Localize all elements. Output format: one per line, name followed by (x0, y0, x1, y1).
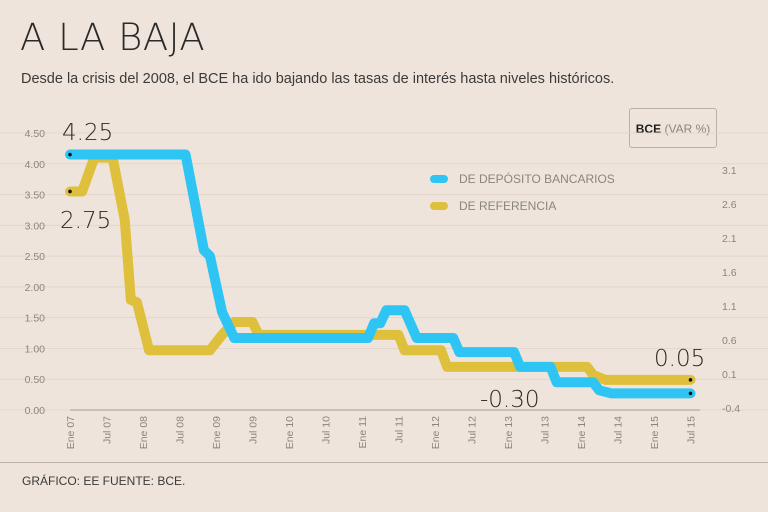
legend: DE DEPÓSITO BANCARIOS DE REFERENCIA (430, 171, 615, 213)
x-tick-label: Ene 11 (357, 416, 369, 449)
x-tick-label: Jul 09 (248, 416, 260, 444)
annotation-dot (688, 391, 693, 396)
annotation-dot (68, 189, 72, 194)
x-tick-label: Jul 10 (321, 416, 333, 444)
x-tick-label: Jul 11 (394, 416, 406, 443)
legend-label: DE REFERENCIA (459, 199, 556, 213)
x-tick-label: Ene 12 (430, 416, 442, 449)
x-tick-label: Jul 08 (175, 416, 187, 444)
y2-tick-label: 3.1 (722, 165, 737, 177)
y-tick-label: 2.00 (25, 282, 46, 294)
y2-tick-label: 0.1 (722, 369, 737, 381)
annotation-label: 2.75 (60, 208, 111, 234)
x-tick-label: Ene 10 (284, 416, 296, 449)
series-lines (65, 149, 696, 399)
footer-divider (0, 462, 768, 463)
y2-tick-label: 2.6 (722, 199, 737, 211)
y-tick-label: 0.50 (25, 374, 46, 386)
y-tick-label: 1.50 (25, 313, 46, 325)
x-tick-label: Ene 09 (211, 416, 223, 449)
legend-label: DE DEPÓSITO BANCARIOS (459, 171, 615, 186)
y-tick-label: 3.00 (25, 220, 46, 232)
annotation-label: 4.25 (62, 120, 113, 146)
series-line-referencia (65, 152, 696, 385)
x-tick-label: Jul 07 (102, 416, 114, 444)
annotation-dot (68, 152, 72, 157)
y-tick-label: 2.50 (25, 251, 46, 263)
y-tick-label: 0.00 (25, 405, 46, 417)
annotations: 4.25 2.75 -0.30 0.05 (60, 120, 705, 413)
y2-tick-label: 2.1 (722, 233, 737, 245)
y2-tick-label: 0.6 (722, 335, 737, 347)
x-tick-label: Ene 14 (576, 416, 588, 449)
annotation-label: -0.30 (480, 387, 540, 413)
annotation-label: 0.05 (654, 346, 705, 372)
x-tick-label: Ene 07 (65, 416, 77, 449)
y2-tick-label: 1.6 (722, 267, 737, 279)
x-tick-label: Jul 13 (540, 416, 552, 444)
series-line-deposito (65, 149, 696, 399)
chart-title: A LA BAJA (20, 16, 206, 59)
y-tick-label: 4.50 (25, 128, 46, 140)
x-tick-label: Ene 13 (503, 416, 515, 449)
right-axis: 3.1 2.6 2.1 1.6 1.1 0.6 0.1 -0.4 (722, 165, 740, 415)
y-tick-label: 4.00 (25, 159, 46, 171)
left-axis: 4.50 4.00 3.50 3.00 2.50 2.00 1.50 1.00 0.50 0.00 (25, 128, 46, 417)
x-tick-label: Jul 14 (613, 416, 625, 444)
x-tick-label: Ene 15 (649, 416, 661, 449)
x-tick-label: Ene 08 (138, 416, 150, 449)
source-credit: GRÁFICO: EE FUENTE: BCE. (22, 474, 186, 488)
x-axis: Ene 07 Jul 07 Ene 08 Jul 08 Ene 09 Jul 09 Ene … (65, 409, 700, 449)
y2-tick-label: 1.1 (722, 301, 737, 313)
annotation-dot (688, 378, 693, 382)
y-tick-label: 1.00 (25, 343, 46, 355)
y2-tick-label: -0.4 (722, 403, 740, 415)
x-tick-label: Jul 15 (686, 416, 698, 444)
x-tick-label: Jul 12 (467, 416, 479, 444)
y-tick-label: 3.50 (25, 190, 46, 202)
chart-subtitle: Desde la crisis del 2008, el BCE ha ido … (21, 71, 615, 87)
